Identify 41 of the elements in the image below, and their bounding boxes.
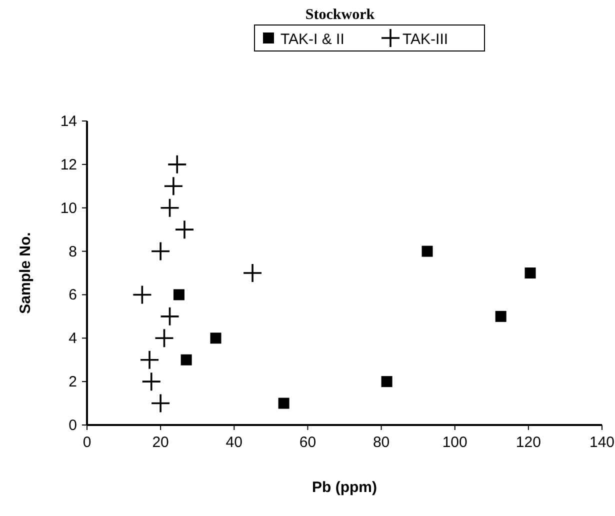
point bbox=[141, 372, 162, 392]
point bbox=[495, 310, 506, 322]
point bbox=[381, 376, 392, 388]
y-tick-label: 4 bbox=[68, 330, 77, 348]
y-tick-label: 14 bbox=[60, 113, 77, 130]
x-tick-label: 140 bbox=[589, 434, 615, 451]
y-tick-label: 6 bbox=[68, 286, 77, 304]
x-axis-title: Pb (ppm) bbox=[312, 479, 377, 496]
point bbox=[150, 393, 170, 414]
x-tick-label: 80 bbox=[372, 434, 390, 451]
x-tick-label: 0 bbox=[82, 434, 92, 451]
point bbox=[210, 332, 222, 344]
point bbox=[167, 154, 188, 174]
x-tick-label: 100 bbox=[442, 434, 468, 451]
x-tick-label: 60 bbox=[299, 434, 316, 451]
point bbox=[150, 241, 170, 262]
point bbox=[524, 268, 536, 278]
point bbox=[160, 198, 180, 218]
point bbox=[242, 263, 262, 283]
point bbox=[140, 350, 160, 370]
y-tick-label: 8 bbox=[68, 243, 77, 260]
point bbox=[173, 289, 184, 300]
point bbox=[180, 354, 192, 366]
point bbox=[278, 398, 290, 409]
legend-label: TAK-I & II bbox=[280, 31, 344, 48]
point bbox=[422, 246, 433, 257]
x-tick-label: 40 bbox=[226, 434, 242, 451]
legend-label: TAK-III bbox=[402, 31, 448, 48]
x-tick-label: 20 bbox=[152, 434, 169, 451]
x-tick-label: 120 bbox=[516, 434, 541, 451]
y-tick-label: 10 bbox=[60, 200, 77, 217]
y-tick-label: 2 bbox=[68, 374, 77, 391]
point bbox=[174, 220, 194, 240]
y-tick-label: 12 bbox=[60, 156, 77, 174]
point bbox=[160, 306, 180, 326]
point bbox=[154, 328, 174, 348]
point bbox=[164, 176, 184, 196]
y-axis-title: Sample No. bbox=[17, 232, 34, 314]
point bbox=[132, 284, 152, 305]
y-tick-label: 0 bbox=[68, 417, 77, 434]
chart-title: Stockwork bbox=[305, 7, 376, 23]
